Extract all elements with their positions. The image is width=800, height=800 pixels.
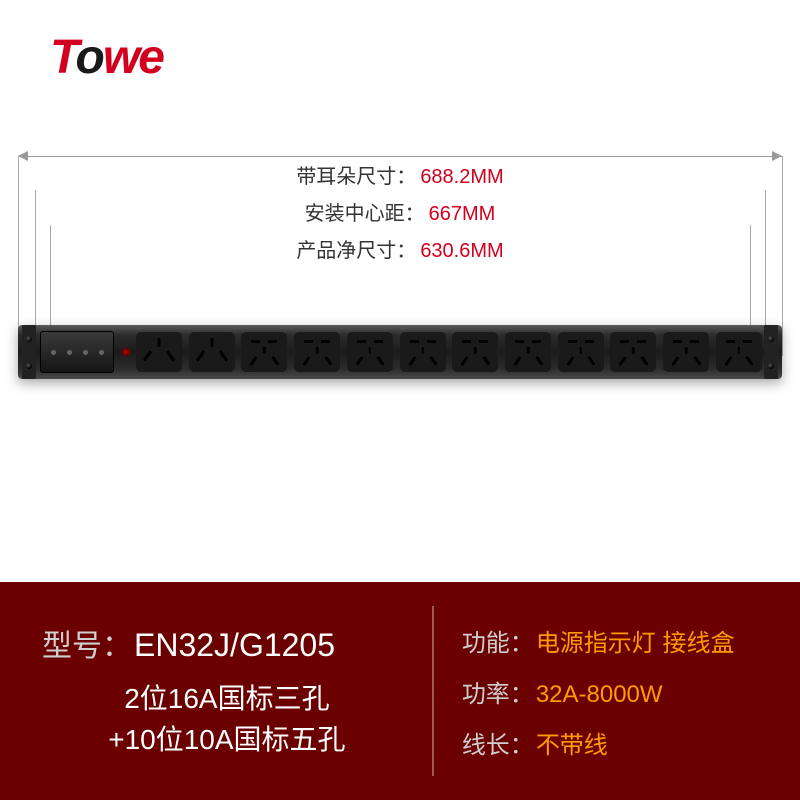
dim-value: 667MM bbox=[429, 203, 496, 225]
dimension-arrow-overall bbox=[18, 156, 782, 157]
value: 32A-8000W bbox=[536, 681, 663, 709]
desc-line1: 2位16A国标三孔 bbox=[42, 679, 412, 720]
mounting-ear-right bbox=[764, 325, 778, 379]
pdu-product bbox=[18, 325, 782, 379]
spec-left: 型号： EN32J/G1205 2位16A国标三孔 +10位10A国标五孔 bbox=[42, 606, 434, 776]
logo-part3: we bbox=[103, 31, 163, 84]
socket-10a-5hole bbox=[716, 332, 762, 372]
socket-10a-5hole bbox=[663, 332, 709, 372]
dimension-net: 产品净尺寸：630.6MM bbox=[40, 234, 760, 263]
value: 电源指示灯 接线盒 bbox=[536, 623, 735, 658]
socket-16a-3hole bbox=[189, 332, 235, 372]
socket-10a-5hole bbox=[241, 332, 287, 372]
dim-label: 安装中心距： bbox=[305, 203, 425, 225]
mounting-ear-left bbox=[22, 325, 36, 379]
dim-label: 产品净尺寸： bbox=[296, 240, 416, 262]
brand-logo: Towe bbox=[50, 30, 163, 85]
logo-part2: o bbox=[76, 31, 103, 84]
spec-power: 功率： 32A-8000W bbox=[462, 674, 770, 709]
label: 型号： bbox=[42, 621, 132, 665]
spec-function: 功能： 电源指示灯 接线盒 bbox=[462, 623, 770, 658]
label: 功能： bbox=[462, 623, 534, 658]
socket-10a-5hole bbox=[558, 332, 604, 372]
dimension-mount-center: 安装中心距：667MM bbox=[40, 197, 760, 226]
socket-16a-3hole bbox=[136, 332, 182, 372]
spec-description: 2位16A国标三孔 +10位10A国标五孔 bbox=[42, 679, 412, 760]
dim-value: 688.2MM bbox=[420, 166, 503, 188]
desc-line2: +10位10A国标五孔 bbox=[42, 720, 412, 761]
spec-cable: 线长： 不带线 bbox=[462, 725, 770, 760]
display-module bbox=[40, 331, 114, 373]
dimension-block: 带耳朵尺寸：688.2MM 安装中心距：667MM 产品净尺寸：630.6MM bbox=[40, 160, 760, 271]
dim-label: 带耳朵尺寸： bbox=[296, 166, 416, 188]
socket-10a-5hole bbox=[400, 332, 446, 372]
label: 线长： bbox=[462, 725, 534, 760]
socket-10a-5hole bbox=[294, 332, 340, 372]
dimension-with-ears: 带耳朵尺寸：688.2MM bbox=[40, 160, 760, 189]
dim-value: 630.6MM bbox=[420, 240, 503, 262]
spec-right: 功能： 电源指示灯 接线盒 功率： 32A-8000W 线长： 不带线 bbox=[434, 606, 770, 776]
value: 不带线 bbox=[536, 725, 608, 760]
tick bbox=[782, 156, 783, 356]
socket-10a-5hole bbox=[610, 332, 656, 372]
socket-10a-5hole bbox=[347, 332, 393, 372]
value: EN32J/G1205 bbox=[134, 627, 335, 664]
socket-10a-5hole bbox=[505, 332, 551, 372]
label: 功率： bbox=[462, 674, 534, 709]
logo-part1: T bbox=[50, 31, 76, 84]
spec-panel: 型号： EN32J/G1205 2位16A国标三孔 +10位10A国标五孔 功能… bbox=[0, 582, 800, 800]
socket-row bbox=[134, 332, 764, 372]
power-indicator-led bbox=[122, 348, 130, 356]
socket-10a-5hole bbox=[452, 332, 498, 372]
spec-model: 型号： EN32J/G1205 bbox=[42, 621, 412, 665]
